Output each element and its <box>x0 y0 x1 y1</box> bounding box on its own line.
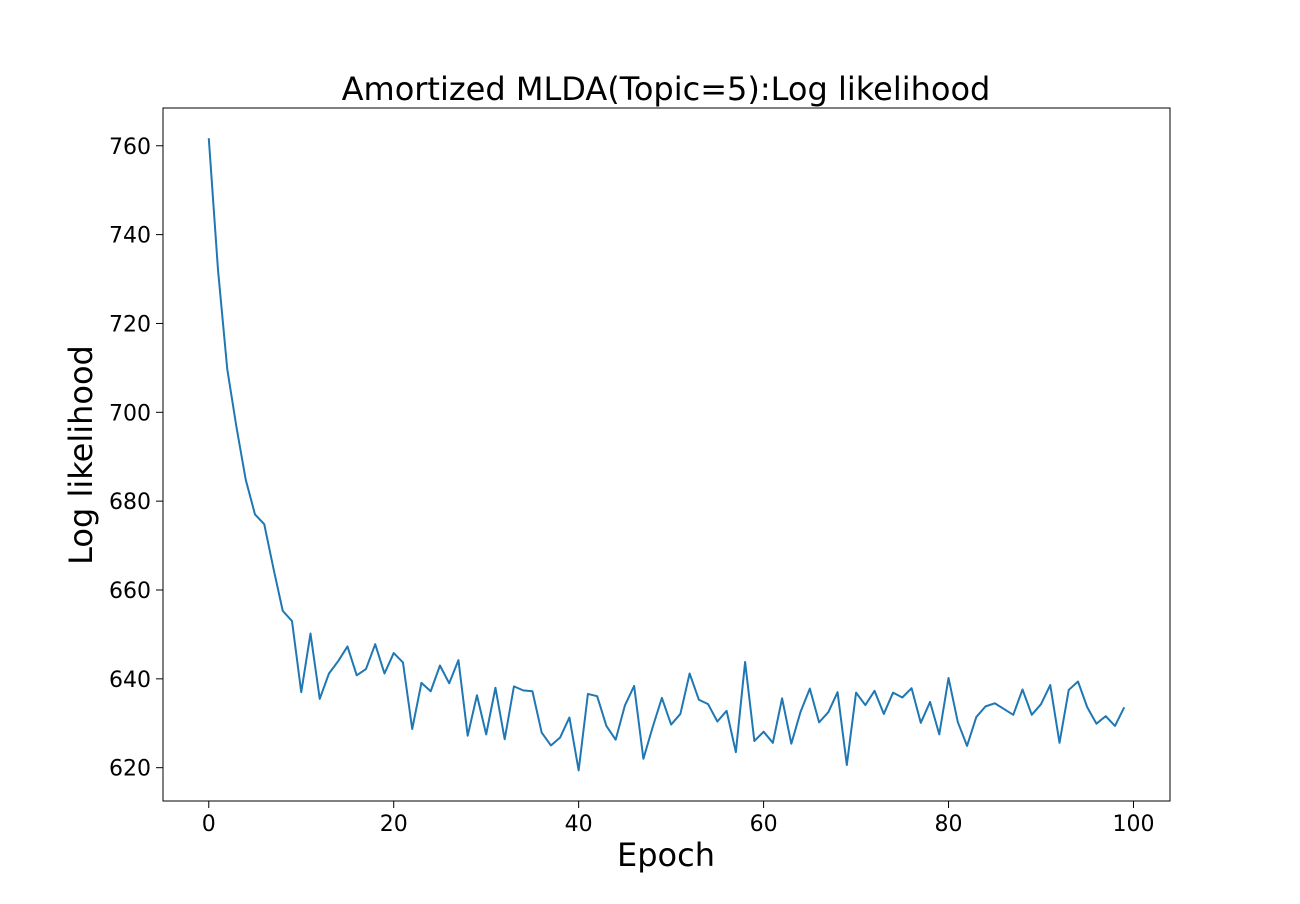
x-tick-label: 60 <box>750 812 778 837</box>
y-tick-label: 700 <box>109 401 151 426</box>
x-tick-label: 100 <box>1112 812 1154 837</box>
y-tick-label: 660 <box>109 579 151 604</box>
y-tick-label: 740 <box>109 224 151 249</box>
x-tick-label: 20 <box>380 812 408 837</box>
plot-area: 0 20 40 60 80 100 620 640 660 680 700 720 740 760 <box>109 107 1171 837</box>
y-tick-label: 680 <box>109 490 151 515</box>
y-tick-label: 720 <box>109 312 151 337</box>
plot-frame <box>162 107 1171 802</box>
y-tick-label: 620 <box>109 757 151 782</box>
x-tick-label: 80 <box>935 812 963 837</box>
y-tick-label: 640 <box>109 668 151 693</box>
x-axis-label: Epoch <box>617 836 715 874</box>
x-tick-label: 0 <box>202 812 216 837</box>
x-tick-label: 40 <box>565 812 593 837</box>
y-tick-label: 760 <box>109 135 151 160</box>
series-line-0 <box>207 138 1126 772</box>
y-axis-label: Log likelihood <box>62 345 100 565</box>
chart-title: Amortized MLDA(Topic=5):Log likelihood <box>342 70 991 108</box>
